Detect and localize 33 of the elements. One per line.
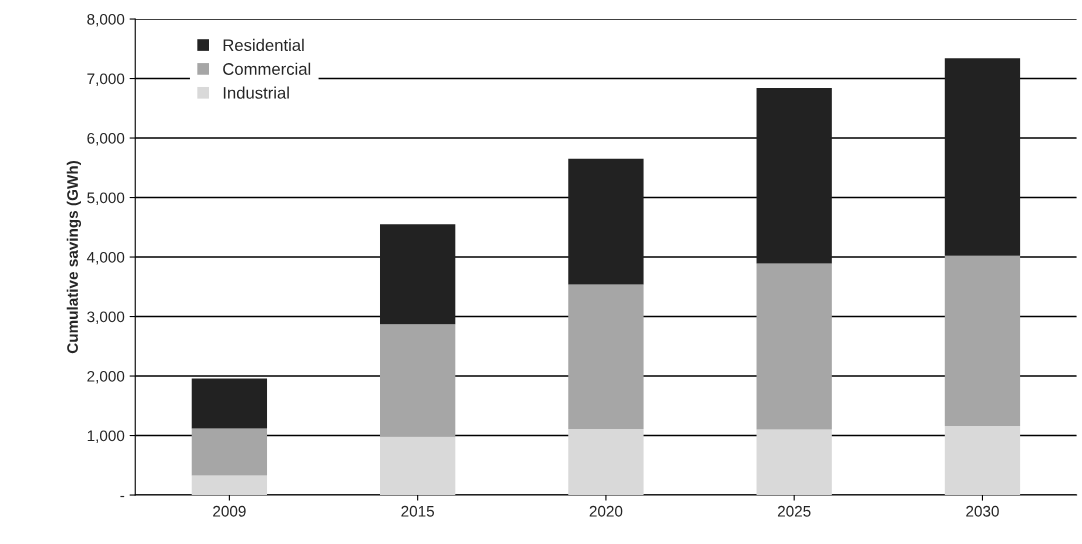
bar (380, 436, 456, 496)
bar (191, 428, 268, 476)
bar (756, 263, 832, 430)
x-tick-label: 2025 (777, 505, 811, 517)
y-tick-label: 2,000 (87, 370, 125, 384)
legend-label: Residential (223, 38, 304, 52)
y-axis-title: Cumulative savings (GWh) (66, 161, 82, 354)
bar (944, 58, 1021, 256)
bar (380, 224, 456, 325)
bar (191, 378, 268, 429)
bar (944, 426, 1021, 496)
x-tick-label: 2030 (966, 505, 999, 517)
y-tick-label: 7,000 (87, 73, 125, 87)
x-tick-label: 2009 (213, 505, 246, 517)
legend-label: Commercial (223, 62, 311, 75)
legend-label: Industrial (223, 86, 289, 99)
bar (191, 475, 268, 496)
y-tick-label: - (120, 495, 125, 498)
x-tick-label: 2020 (589, 505, 623, 517)
y-tick-label: 6,000 (87, 132, 125, 146)
bar (568, 158, 644, 285)
bar (380, 324, 456, 437)
bar (756, 429, 832, 496)
y-tick-label: 8,000 (87, 13, 125, 27)
bar (568, 284, 644, 429)
y-tick-label: 3,000 (87, 311, 125, 325)
y-tick-label: 1,000 (87, 430, 125, 444)
y-tick-label: 4,000 (86, 251, 125, 265)
bar (756, 88, 832, 264)
bar (568, 429, 644, 496)
x-tick-label: 2015 (401, 505, 435, 517)
bar (944, 255, 1021, 427)
y-tick-label: 5,000 (87, 192, 125, 206)
